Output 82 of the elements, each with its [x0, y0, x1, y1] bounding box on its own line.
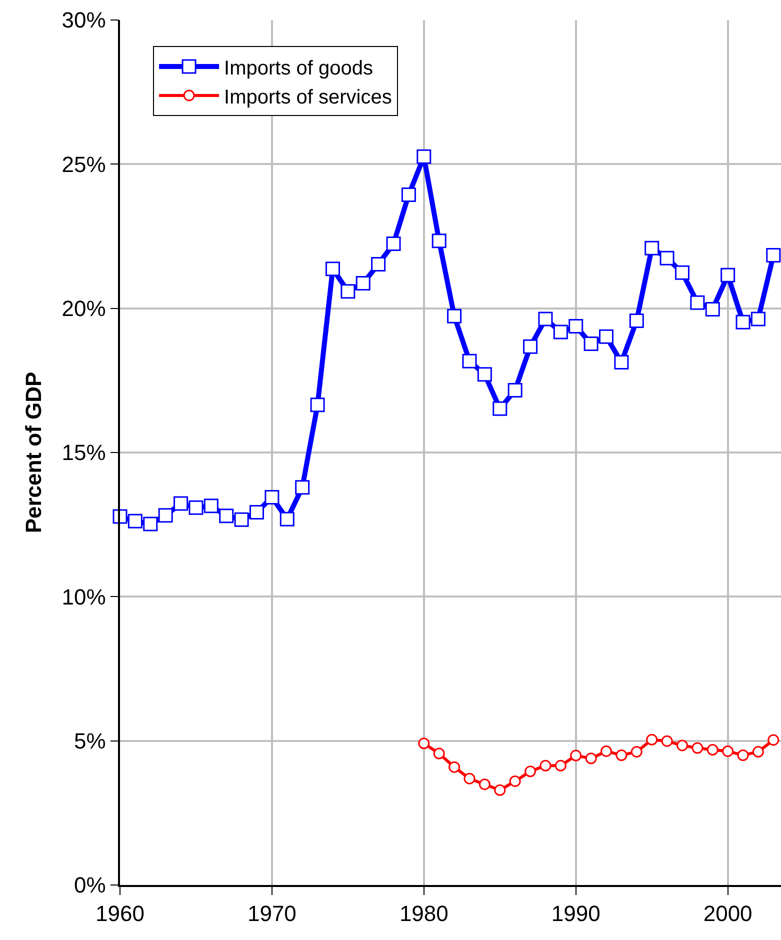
- point: [508, 382, 522, 398]
- y-tick-label: 5%: [74, 728, 106, 754]
- x-tick-label: 1980: [399, 901, 448, 926]
- point: [600, 745, 612, 757]
- point: [768, 734, 780, 746]
- point: [660, 250, 674, 266]
- point: [219, 508, 234, 524]
- point: [188, 500, 204, 515]
- point: [692, 742, 704, 754]
- y-tick-label: 25%: [62, 152, 106, 177]
- point: [538, 312, 553, 326]
- y-tick-label: 15%: [62, 440, 106, 466]
- legend-label: Imports of goods: [224, 57, 374, 80]
- point: [492, 401, 508, 416]
- point: [448, 761, 460, 773]
- point: [722, 745, 734, 757]
- point: [477, 367, 492, 382]
- point: [310, 398, 325, 412]
- point: [174, 496, 188, 511]
- y-axis-title: Percent of GDP: [21, 372, 46, 534]
- point: [737, 750, 749, 761]
- point: [674, 265, 690, 280]
- point: [295, 480, 310, 495]
- point: [204, 498, 218, 514]
- point: [630, 746, 642, 758]
- point: [128, 514, 142, 528]
- point: [447, 308, 462, 324]
- point: [706, 744, 718, 756]
- point: [280, 512, 294, 526]
- point: [325, 262, 340, 276]
- point: [524, 766, 536, 778]
- point: [570, 750, 582, 762]
- point: [401, 187, 416, 202]
- point: [264, 490, 280, 504]
- point: [523, 339, 538, 354]
- point: [433, 748, 445, 760]
- y-tick-label: 20%: [62, 296, 106, 322]
- y-tick-label: 0%: [74, 872, 106, 898]
- point: [540, 760, 552, 772]
- point: [554, 760, 566, 772]
- point: [568, 318, 584, 334]
- point: [766, 248, 781, 263]
- point: [432, 234, 446, 248]
- x-tick-label: 2000: [703, 901, 752, 926]
- point: [553, 324, 568, 340]
- point: [494, 784, 506, 796]
- point: [158, 508, 173, 523]
- point: [750, 312, 766, 326]
- y-tick-label: 10%: [62, 584, 106, 610]
- point: [690, 295, 705, 310]
- point: [509, 775, 521, 787]
- x-tick-label: 1970: [247, 901, 296, 926]
- point: [416, 149, 432, 164]
- legend-label: Imports of services: [224, 86, 392, 108]
- point: [386, 236, 401, 251]
- point: [584, 336, 598, 352]
- point: [356, 276, 370, 290]
- point: [371, 256, 386, 272]
- point: [646, 734, 658, 746]
- point: [464, 772, 476, 784]
- point: [705, 302, 720, 316]
- point: [143, 516, 158, 532]
- point: [720, 268, 736, 282]
- point: [250, 504, 264, 520]
- point: [736, 314, 750, 330]
- point: [629, 313, 644, 328]
- y-tick-label: 30%: [62, 8, 106, 33]
- point: [340, 284, 356, 299]
- point: [616, 750, 628, 761]
- point: [585, 752, 597, 764]
- point: [661, 735, 673, 747]
- x-tick-label: 1990: [551, 901, 600, 926]
- point: [614, 355, 629, 370]
- point: [752, 746, 764, 758]
- point: [599, 329, 614, 344]
- point: [644, 240, 660, 256]
- point: [478, 778, 490, 790]
- point: [418, 738, 430, 750]
- point: [462, 354, 477, 368]
- point: [676, 740, 688, 752]
- x-tick-label: 1960: [96, 901, 144, 926]
- point: [234, 512, 249, 527]
